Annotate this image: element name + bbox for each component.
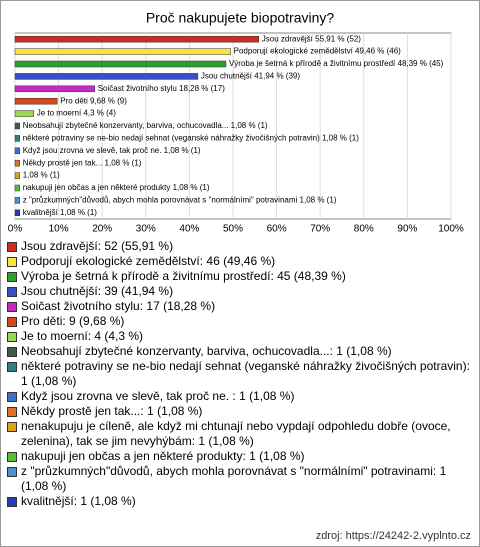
x-tick-label: 10% <box>49 224 69 235</box>
legend-label: nakupuji jen občas a jen některé produkt… <box>21 449 305 463</box>
bar <box>14 209 20 217</box>
bar-label: z "průzkumných"důvodů, abych mohla porov… <box>23 196 337 205</box>
x-tick-label: 50% <box>223 224 243 235</box>
plot: Proč nakupujete biopotraviny? 0% 10% 20% 30… <box>8 10 464 235</box>
legend-item: Soičast životního stylu: 17 (18,28 %) <box>7 299 473 314</box>
legend-label: Když jsou zrovna ve slevě, tak proč ne. … <box>21 389 295 403</box>
legend-label: Někdy prostě jen tak...: 1 (1,08 %) <box>21 404 203 418</box>
legend-swatch <box>7 497 17 507</box>
bar-label: Je to moerní 4,3 % (4) <box>37 109 116 118</box>
legend-swatch <box>7 242 17 252</box>
legend-item: Když jsou zrovna ve slevě, tak proč ne. … <box>7 389 473 404</box>
bar <box>14 35 260 43</box>
source: zdroj: https://24242-2.vyplnto.cz <box>315 530 471 542</box>
legend-swatch <box>7 362 17 372</box>
legend-swatch <box>7 287 17 297</box>
bar-label: Když jsou zrovna ve slevě, tak proč ne. … <box>23 146 201 155</box>
x-tick-label: 20% <box>92 224 112 235</box>
bar <box>14 122 20 130</box>
bar <box>14 172 20 179</box>
legend-swatch <box>7 317 17 327</box>
legend-item: Výroba je šetrná k přírodě a živitnímu p… <box>7 269 473 284</box>
legend-item: Neobsahují zbytečné konzervanty, barviva… <box>7 344 473 359</box>
legend-swatch <box>7 272 17 282</box>
legend-label: nenakupuju je cíleně, ale když mi chtuna… <box>21 419 451 448</box>
legend-item: Jsou zdravější: 52 (55,91 %) <box>7 239 473 254</box>
bar-label: kvalitnější 1,08 % (1) <box>23 208 98 217</box>
bar-label: nakupuji jen občas a jen některé produkt… <box>23 183 210 192</box>
legend-label: Soičast životního stylu: 17 (18,28 %) <box>21 299 216 313</box>
legend-item: Pro děti: 9 (9,68 %) <box>7 314 473 329</box>
bar <box>14 60 227 68</box>
bar <box>14 184 20 192</box>
bar <box>14 48 231 55</box>
legend-item: Podporují ekologické zemědělství: 46 (49… <box>7 254 473 269</box>
legend-item: některé potraviny se ne-bio nedají sehna… <box>7 359 473 389</box>
bar-label: Soičast životního stylu 18,28 % (17) <box>98 84 226 93</box>
bar-label: 1,08 % (1) <box>23 171 60 180</box>
legend-label: Jsou zdravější: 52 (55,91 %) <box>21 239 174 253</box>
legend-label: z "průzkumných"důvodů, abych mohla porov… <box>21 464 447 493</box>
legend-swatch <box>7 332 17 342</box>
bar-label: Podporují ekologické zemědělství 49,46 %… <box>234 47 402 56</box>
legend-label: některé potraviny se ne-bio nedají sehna… <box>21 359 470 388</box>
bar <box>14 135 20 142</box>
legend-swatch <box>7 452 17 462</box>
legend-item: kvalitnější: 1 (1,08 %) <box>7 494 473 509</box>
x-tick-label: 70% <box>310 224 330 235</box>
bar <box>14 97 58 105</box>
bar <box>14 85 95 93</box>
legend-swatch <box>7 392 17 402</box>
x-tick-label: 90% <box>397 224 417 235</box>
legend-item: Jsou chutnější: 39 (41,94 %) <box>7 284 473 299</box>
legend-label: Podporují ekologické zemědělství: 46 (49… <box>21 254 276 268</box>
legend-label: Neobsahují zbytečné konzervanty, barviva… <box>21 344 392 358</box>
legend-label: Výroba je šetrná k přírodě a živitnímu p… <box>21 269 346 283</box>
bar <box>14 159 20 167</box>
legend-swatch <box>7 257 17 267</box>
bar-label: Jsou zdravější 55,91 % (52) <box>262 34 361 43</box>
legend: Jsou zdravější: 52 (55,91 %) Podporují ek… <box>7 239 473 509</box>
x-tick-label: 40% <box>179 224 199 235</box>
x-tick-label: 30% <box>136 224 156 235</box>
bar-label: Pro děti 9,68 % (9) <box>60 96 127 105</box>
bar-label: některé potraviny se ne-bio nedají sehna… <box>23 134 360 143</box>
legend-label: kvalitnější: 1 (1,08 %) <box>21 494 136 508</box>
legend-swatch <box>7 302 17 312</box>
legend-item: Někdy prostě jen tak...: 1 (1,08 %) <box>7 404 473 419</box>
legend-label: Pro děti: 9 (9,68 %) <box>21 314 125 328</box>
x-tick-label: 0% <box>8 224 23 235</box>
chart-title: Proč nakupujete biopotraviny? <box>146 10 335 26</box>
legend-swatch <box>7 407 17 417</box>
legend-item: nakupuji jen občas a jen některé produkt… <box>7 449 473 464</box>
legend-item: nenakupuju je cíleně, ale když mi chtuna… <box>7 419 473 449</box>
bar-label: Neobsahují zbytečné konzervanty, barviva… <box>23 121 268 130</box>
legend-item: Je to moerní: 4 (4,3 %) <box>7 329 473 344</box>
x-tick-label: 60% <box>267 224 287 235</box>
x-tick-label: 80% <box>354 224 374 235</box>
bar-label: Výroba je šetrná k přírodě a živitnímu p… <box>229 59 444 68</box>
legend-swatch <box>7 422 17 432</box>
bar-label: Jsou chutnější 41,94 % (39) <box>201 72 301 81</box>
bar <box>14 147 20 155</box>
bar <box>14 197 20 204</box>
bar <box>14 73 199 80</box>
bar <box>14 110 34 117</box>
legend-label: Je to moerní: 4 (4,3 %) <box>21 329 144 343</box>
legend-item: z "průzkumných"důvodů, abych mohla porov… <box>7 464 473 494</box>
legend-swatch <box>7 467 17 477</box>
legend-swatch <box>7 347 17 357</box>
x-tick-label: 100% <box>438 224 464 235</box>
legend-label: Jsou chutnější: 39 (41,94 %) <box>21 284 174 298</box>
bar-label: Někdy prostě jen tak... 1,08 % (1) <box>23 158 142 167</box>
